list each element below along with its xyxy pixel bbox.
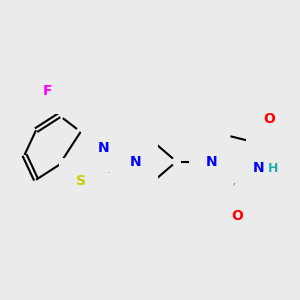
Text: H: H bbox=[268, 162, 279, 175]
Text: N: N bbox=[129, 154, 141, 169]
Text: N: N bbox=[205, 154, 217, 169]
Text: S: S bbox=[76, 174, 85, 188]
Text: O: O bbox=[263, 112, 275, 126]
Text: N: N bbox=[98, 141, 110, 155]
Text: O: O bbox=[232, 209, 244, 223]
Text: F: F bbox=[43, 84, 52, 98]
Text: N: N bbox=[253, 161, 265, 175]
